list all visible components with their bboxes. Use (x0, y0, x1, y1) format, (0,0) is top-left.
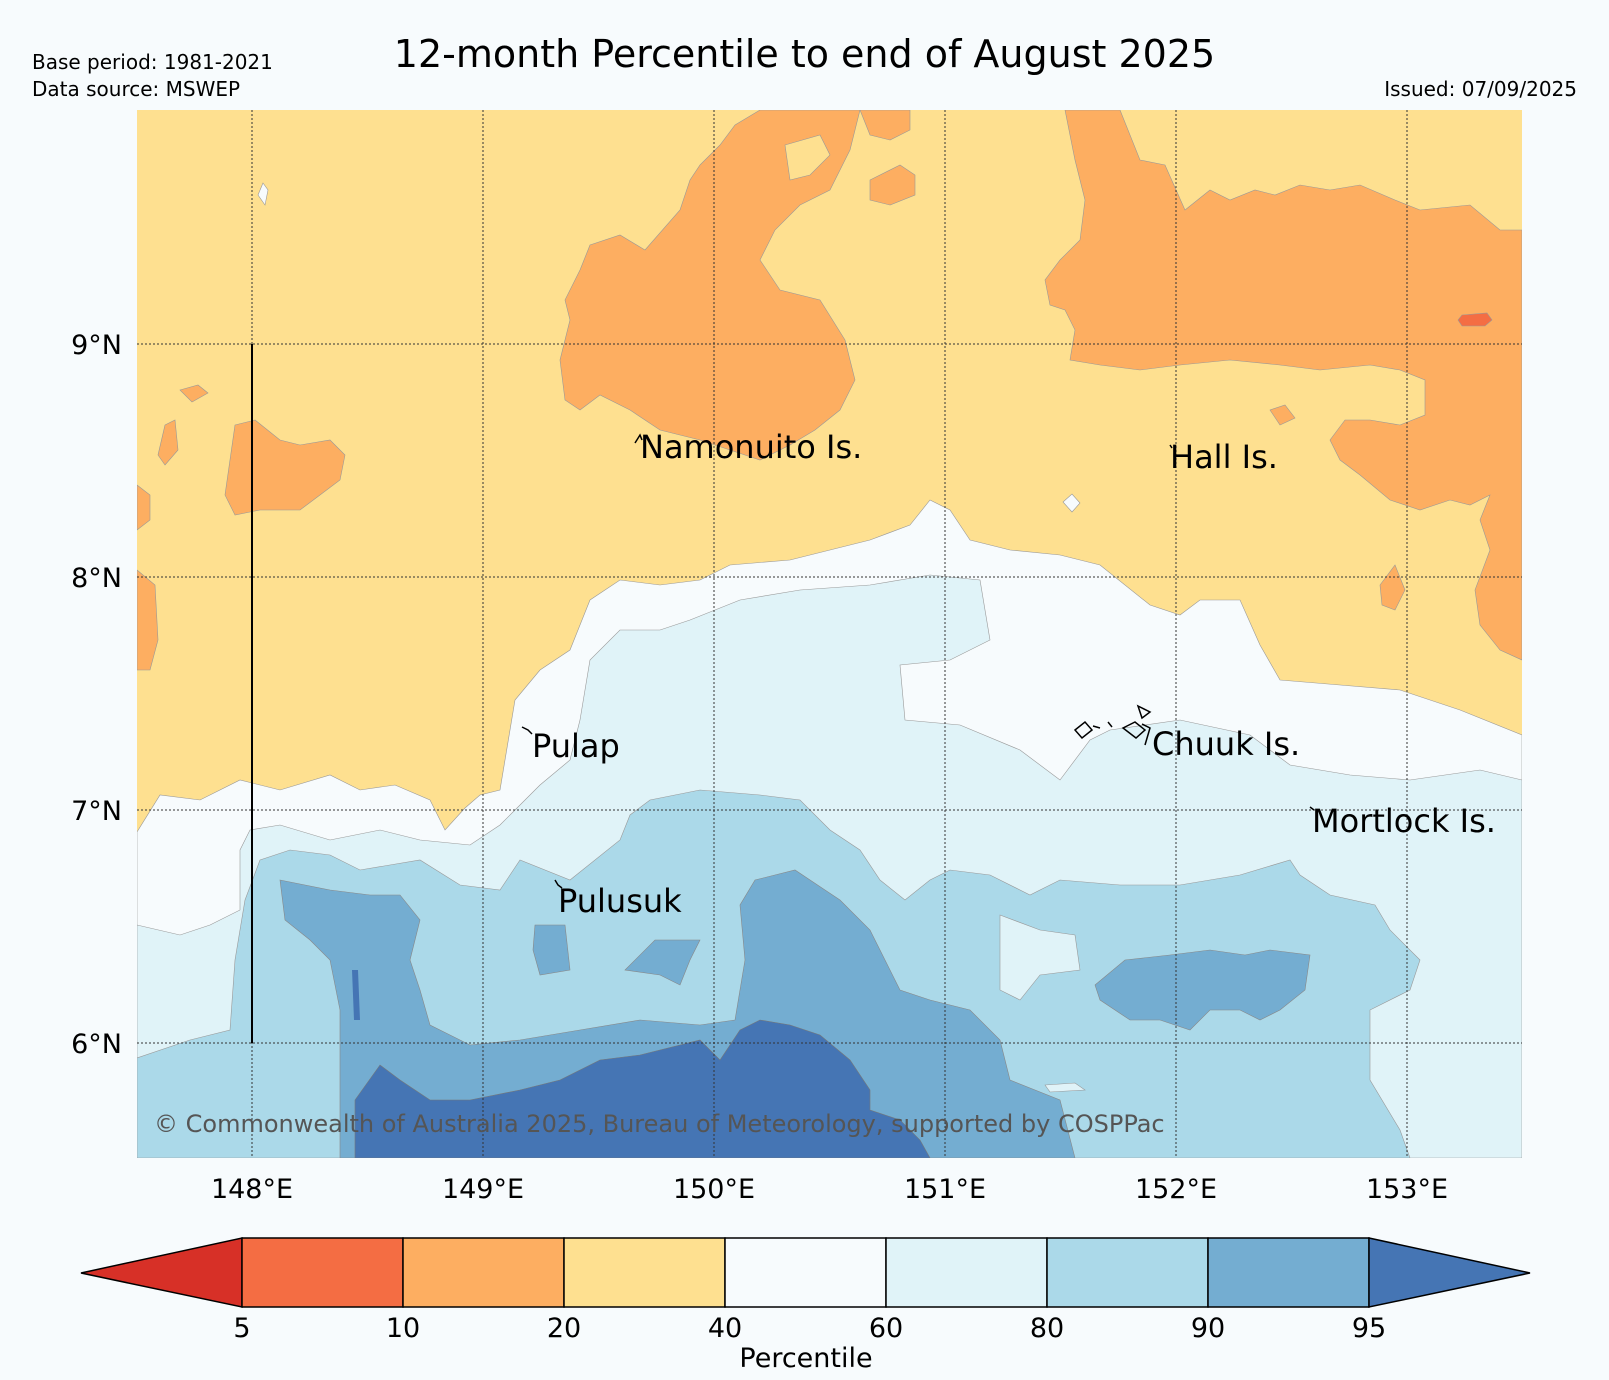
place-label-hall: Hall Is. (1170, 438, 1278, 476)
region-10-20-small-d (1379, 564, 1406, 611)
place-label-namonuito: Namonuito Is. (640, 428, 862, 466)
region-10-20-north (559, 110, 861, 461)
region-10-20-small-c (1269, 404, 1296, 426)
lon-tick-151e: 151°E (904, 1174, 986, 1205)
place-label-pulusuk: Pulusuk (558, 882, 682, 920)
lat-tick-8n: 8°N (71, 563, 122, 594)
region-20-40-hole (784, 134, 831, 181)
legend-tick-20: 20 (547, 1313, 581, 1344)
mortlock-island-shape (1309, 806, 1315, 811)
legend-title: Percentile (739, 1343, 872, 1374)
legend-swatch-60-80 (885, 1237, 1048, 1308)
map-plot-area (137, 110, 1522, 1158)
base-period-label: Base period: 1981-2021 (32, 50, 273, 74)
lon-tick-149e: 149°E (442, 1174, 524, 1205)
pulap-island-shape (521, 726, 533, 735)
region-90-95 (279, 869, 1076, 1158)
lat-tick-7n: 7°N (71, 796, 122, 827)
lon-tick-152e: 152°E (1135, 1174, 1217, 1205)
place-label-mortlock: Mortlock Is. (1312, 802, 1496, 840)
legend-swatch-5-10 (241, 1237, 404, 1308)
issued-date-label: Issued: 07/09/2025 (1384, 77, 1577, 101)
chuuk-islands-shape (1073, 704, 1152, 746)
region-10-20-east (1044, 110, 1522, 661)
island-outlines (521, 433, 1315, 889)
region-10-20-west (224, 419, 346, 516)
legend-tick-10: 10 (386, 1313, 420, 1344)
region-10-20-small-b (179, 384, 209, 403)
region-90-95-b (1094, 949, 1311, 1031)
region-60-80-spot (999, 914, 1081, 1001)
map-title: 12-month Percentile to end of August 202… (393, 32, 1216, 76)
lat-tick-9n: 9°N (71, 330, 122, 361)
legend-tick-95: 95 (1352, 1313, 1386, 1344)
region-10-20-north-b (859, 110, 911, 141)
hall-island-shape (1169, 444, 1173, 449)
legend-tick-5: 5 (233, 1313, 250, 1344)
region-40-60-spot (257, 182, 269, 206)
place-label-pulap: Pulap (532, 727, 620, 765)
region-90-95-c (532, 924, 571, 976)
legend-tick-90: 90 (1191, 1313, 1225, 1344)
region-10-20-edge-b (137, 569, 159, 671)
legend-swatch-80-90 (1046, 1237, 1209, 1308)
copyright-text: © Commonwealth of Australia 2025, Bureau… (154, 1110, 1165, 1138)
region-90-95-d (624, 939, 701, 986)
legend-swatch-above-95 (1368, 1237, 1531, 1308)
region-10-20-north-c (869, 164, 916, 206)
legend-swatch-below-5 (80, 1237, 243, 1308)
legend-swatch-20-40 (563, 1237, 726, 1308)
colorbar-legend (80, 1237, 1531, 1308)
legend-tick-60: 60 (869, 1313, 903, 1344)
region-above-95 (354, 1019, 931, 1158)
legend-swatch-10-20 (402, 1237, 565, 1308)
legend-swatch-90-95 (1207, 1237, 1370, 1308)
legend-swatch-40-60 (724, 1237, 887, 1308)
pulusuk-island-shape (554, 879, 563, 889)
region-40-60-spot-b (1062, 493, 1081, 513)
namonuito-island-shape (634, 433, 643, 444)
region-10-20-small-a (157, 419, 179, 466)
region-5-10 (1457, 312, 1493, 327)
legend-tick-40: 40 (708, 1313, 742, 1344)
lon-tick-153e: 153°E (1366, 1174, 1448, 1205)
region-above-95-b (352, 970, 360, 1020)
region-10-20-edge (137, 484, 151, 531)
place-label-chuuk: Chuuk Is. (1152, 725, 1300, 763)
data-source-label: Data source: MSWEP (32, 77, 241, 101)
lon-tick-148e: 148°E (211, 1174, 293, 1205)
legend-tick-80: 80 (1030, 1313, 1064, 1344)
lon-tick-150e: 150°E (673, 1174, 755, 1205)
lat-tick-6n: 6°N (71, 1029, 122, 1060)
region-60-80-spot-b (1044, 1082, 1086, 1093)
